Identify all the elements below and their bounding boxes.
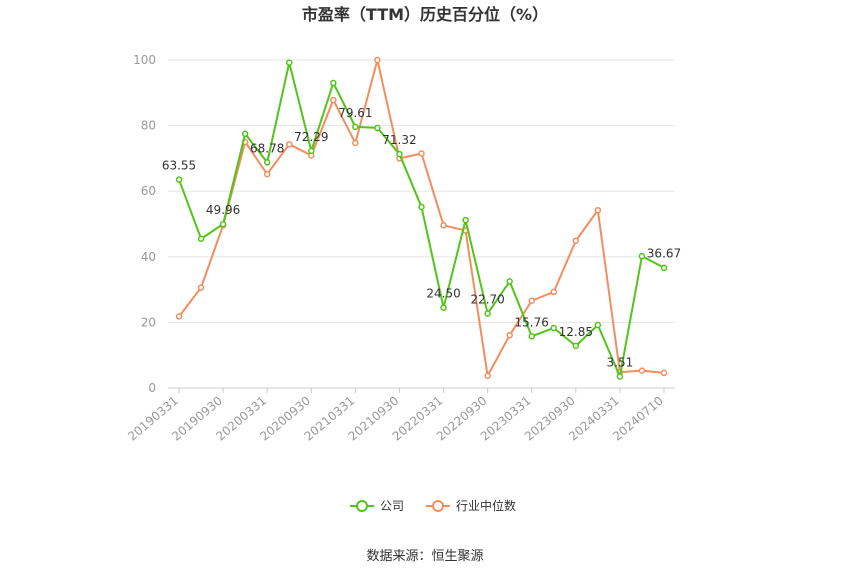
data-point [638, 367, 646, 374]
data-label: 72.29 [294, 130, 328, 144]
y-tick-label: 60 [141, 184, 156, 198]
data-point [572, 237, 580, 244]
legend-label: 行业中位数 [456, 498, 516, 513]
data-point [241, 130, 249, 138]
data-label: 22.70 [470, 293, 504, 307]
data-point [308, 147, 315, 155]
data-point [440, 304, 447, 311]
data-point [484, 310, 491, 317]
source-note: 数据来源：恒生聚源 [366, 549, 483, 564]
legend: 公司 行业中位数 [350, 498, 516, 513]
data-point [175, 313, 183, 320]
data-point [285, 141, 293, 148]
data-label: 36.67 [647, 247, 681, 261]
data-point [418, 203, 425, 211]
data-label: 15.76 [515, 315, 549, 329]
data-point [285, 59, 293, 66]
data-point [219, 220, 227, 228]
data-label: 3.51 [607, 355, 634, 369]
data-point [660, 264, 668, 271]
data-point [506, 331, 513, 339]
data-point [374, 124, 381, 132]
data-point [175, 176, 183, 183]
y-tick-label: 20 [141, 315, 156, 329]
data-point [440, 222, 447, 229]
legend-label: 公司 [380, 499, 404, 513]
data-point [396, 150, 403, 158]
data-point [263, 170, 271, 178]
data-point [352, 139, 359, 147]
data-label: 24.50 [426, 287, 460, 301]
data-point [506, 278, 513, 285]
data-label: 12.85 [559, 325, 593, 339]
data-point [660, 369, 668, 377]
data-label: 49.96 [206, 203, 240, 217]
data-point [572, 342, 580, 350]
data-label: 71.32 [382, 133, 416, 147]
axes: 0204060801002019033120190930202003312020… [125, 53, 675, 444]
data-point [263, 159, 271, 166]
data-point [616, 373, 624, 380]
data-point [638, 252, 646, 260]
grid [168, 59, 675, 323]
data-point [550, 288, 558, 296]
data-label: 68.78 [250, 141, 284, 155]
data-point [594, 321, 602, 329]
y-tick-label: 80 [141, 119, 156, 133]
data-point [330, 79, 337, 87]
data-point [528, 297, 535, 305]
y-tick-label: 40 [141, 250, 156, 264]
legend-swatch-marker [432, 500, 444, 512]
y-tick-label: 100 [133, 53, 156, 67]
data-point [330, 96, 337, 104]
y-tick-label: 0 [148, 381, 156, 395]
data-point [550, 324, 558, 332]
data-point [594, 206, 602, 214]
data-label: 79.61 [338, 106, 372, 120]
data-point [374, 56, 381, 64]
data-point [462, 216, 469, 224]
data-point [197, 235, 205, 243]
data-point [484, 372, 491, 380]
data-labels: 63.55 49.96 68.78 72.29 79.61 71.32 24.50 22.70… [162, 106, 681, 370]
legend-swatch-marker [356, 500, 368, 512]
data-point [197, 284, 205, 291]
data-point [528, 333, 535, 340]
chart-title: 市盈率（TTM）历史百分位（%） [302, 5, 548, 24]
series-layer [175, 56, 668, 380]
data-point [418, 150, 425, 157]
data-point [352, 123, 359, 131]
data-label: 63.55 [162, 159, 196, 173]
